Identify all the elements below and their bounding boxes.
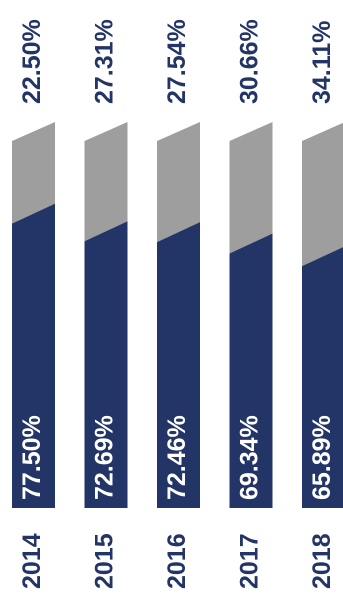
bar-labels-layer: 77.50% 72.69% 72.46% 69.34% 65.89% — [18, 415, 336, 500]
top-value-label: 30.66% — [236, 19, 264, 104]
bar-value-label: 77.50% — [18, 415, 46, 500]
year-label: 2018 — [308, 533, 336, 589]
top-value-label: 22.50% — [18, 19, 46, 104]
year-label: 2017 — [236, 533, 264, 589]
bar-segment-primary — [229, 233, 273, 508]
bar-segment-secondary — [157, 122, 200, 243]
bar-segment-primary — [157, 222, 200, 509]
bar-segment-primary — [84, 221, 128, 508]
top-value-label: 27.54% — [163, 19, 191, 104]
year-label: 2015 — [91, 533, 119, 589]
bar-segment-secondary — [12, 122, 55, 224]
bar-segment-secondary — [302, 122, 343, 267]
top-value-label: 27.31% — [91, 19, 119, 104]
bar-value-label: 72.46% — [163, 415, 191, 500]
top-labels-layer: 22.50% 27.31% 27.54% 30.66% 34.11% — [18, 19, 336, 104]
year-labels-layer: 2014 2015 2016 2017 2018 — [18, 533, 336, 589]
bar-segment-secondary — [229, 122, 273, 254]
bars-layer — [12, 122, 343, 509]
year-label: 2016 — [163, 533, 191, 589]
year-label: 2014 — [18, 533, 46, 589]
bar-value-label: 65.89% — [308, 415, 336, 500]
bar-segment-secondary — [84, 122, 128, 242]
bar-segment-primary — [302, 247, 343, 508]
bar-value-label: 69.34% — [236, 415, 264, 500]
top-value-label: 34.11% — [308, 21, 336, 104]
bar-segment-primary — [12, 203, 55, 508]
bar-value-label: 72.69% — [91, 415, 119, 500]
